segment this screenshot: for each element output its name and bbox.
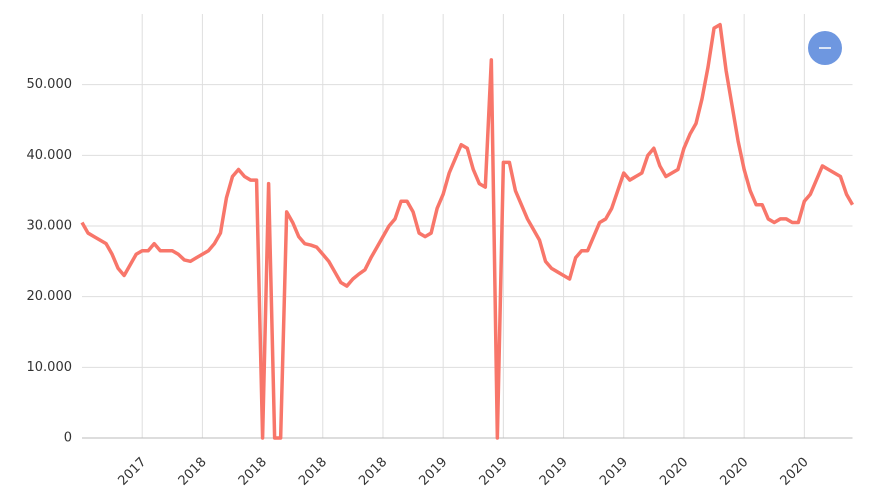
x-tick-label: 2019 (416, 455, 450, 489)
y-tick-label: 20.000 (27, 289, 73, 304)
x-tick-label: 2020 (717, 455, 751, 489)
plot: 0 10.000 20.000 30.000 40.000 50.000 2017 2018 2… (27, 14, 855, 489)
x-tick-label: 2017 (115, 455, 149, 489)
zoom-button[interactable] (808, 31, 842, 65)
y-tick-label: 0 (64, 431, 72, 446)
x-tick-label: 2020 (778, 455, 812, 489)
x-tick-label: 2019 (537, 455, 571, 489)
x-tick-label: 2018 (176, 455, 210, 489)
series-line (80, 22, 855, 440)
x-tick-label: 2018 (356, 455, 390, 489)
y-tick-label: 50.000 (27, 77, 73, 92)
x-tick-label: 2020 (657, 455, 691, 489)
x-tick-label: 2018 (296, 455, 330, 489)
x-tick-label: 2019 (597, 455, 631, 489)
x-tick-label: 2018 (236, 455, 270, 489)
x-tick-label: 2019 (477, 455, 511, 489)
y-tick-label: 10.000 (27, 360, 73, 375)
y-tick-label: 30.000 (27, 219, 73, 234)
y-tick-label: 40.000 (27, 148, 73, 163)
